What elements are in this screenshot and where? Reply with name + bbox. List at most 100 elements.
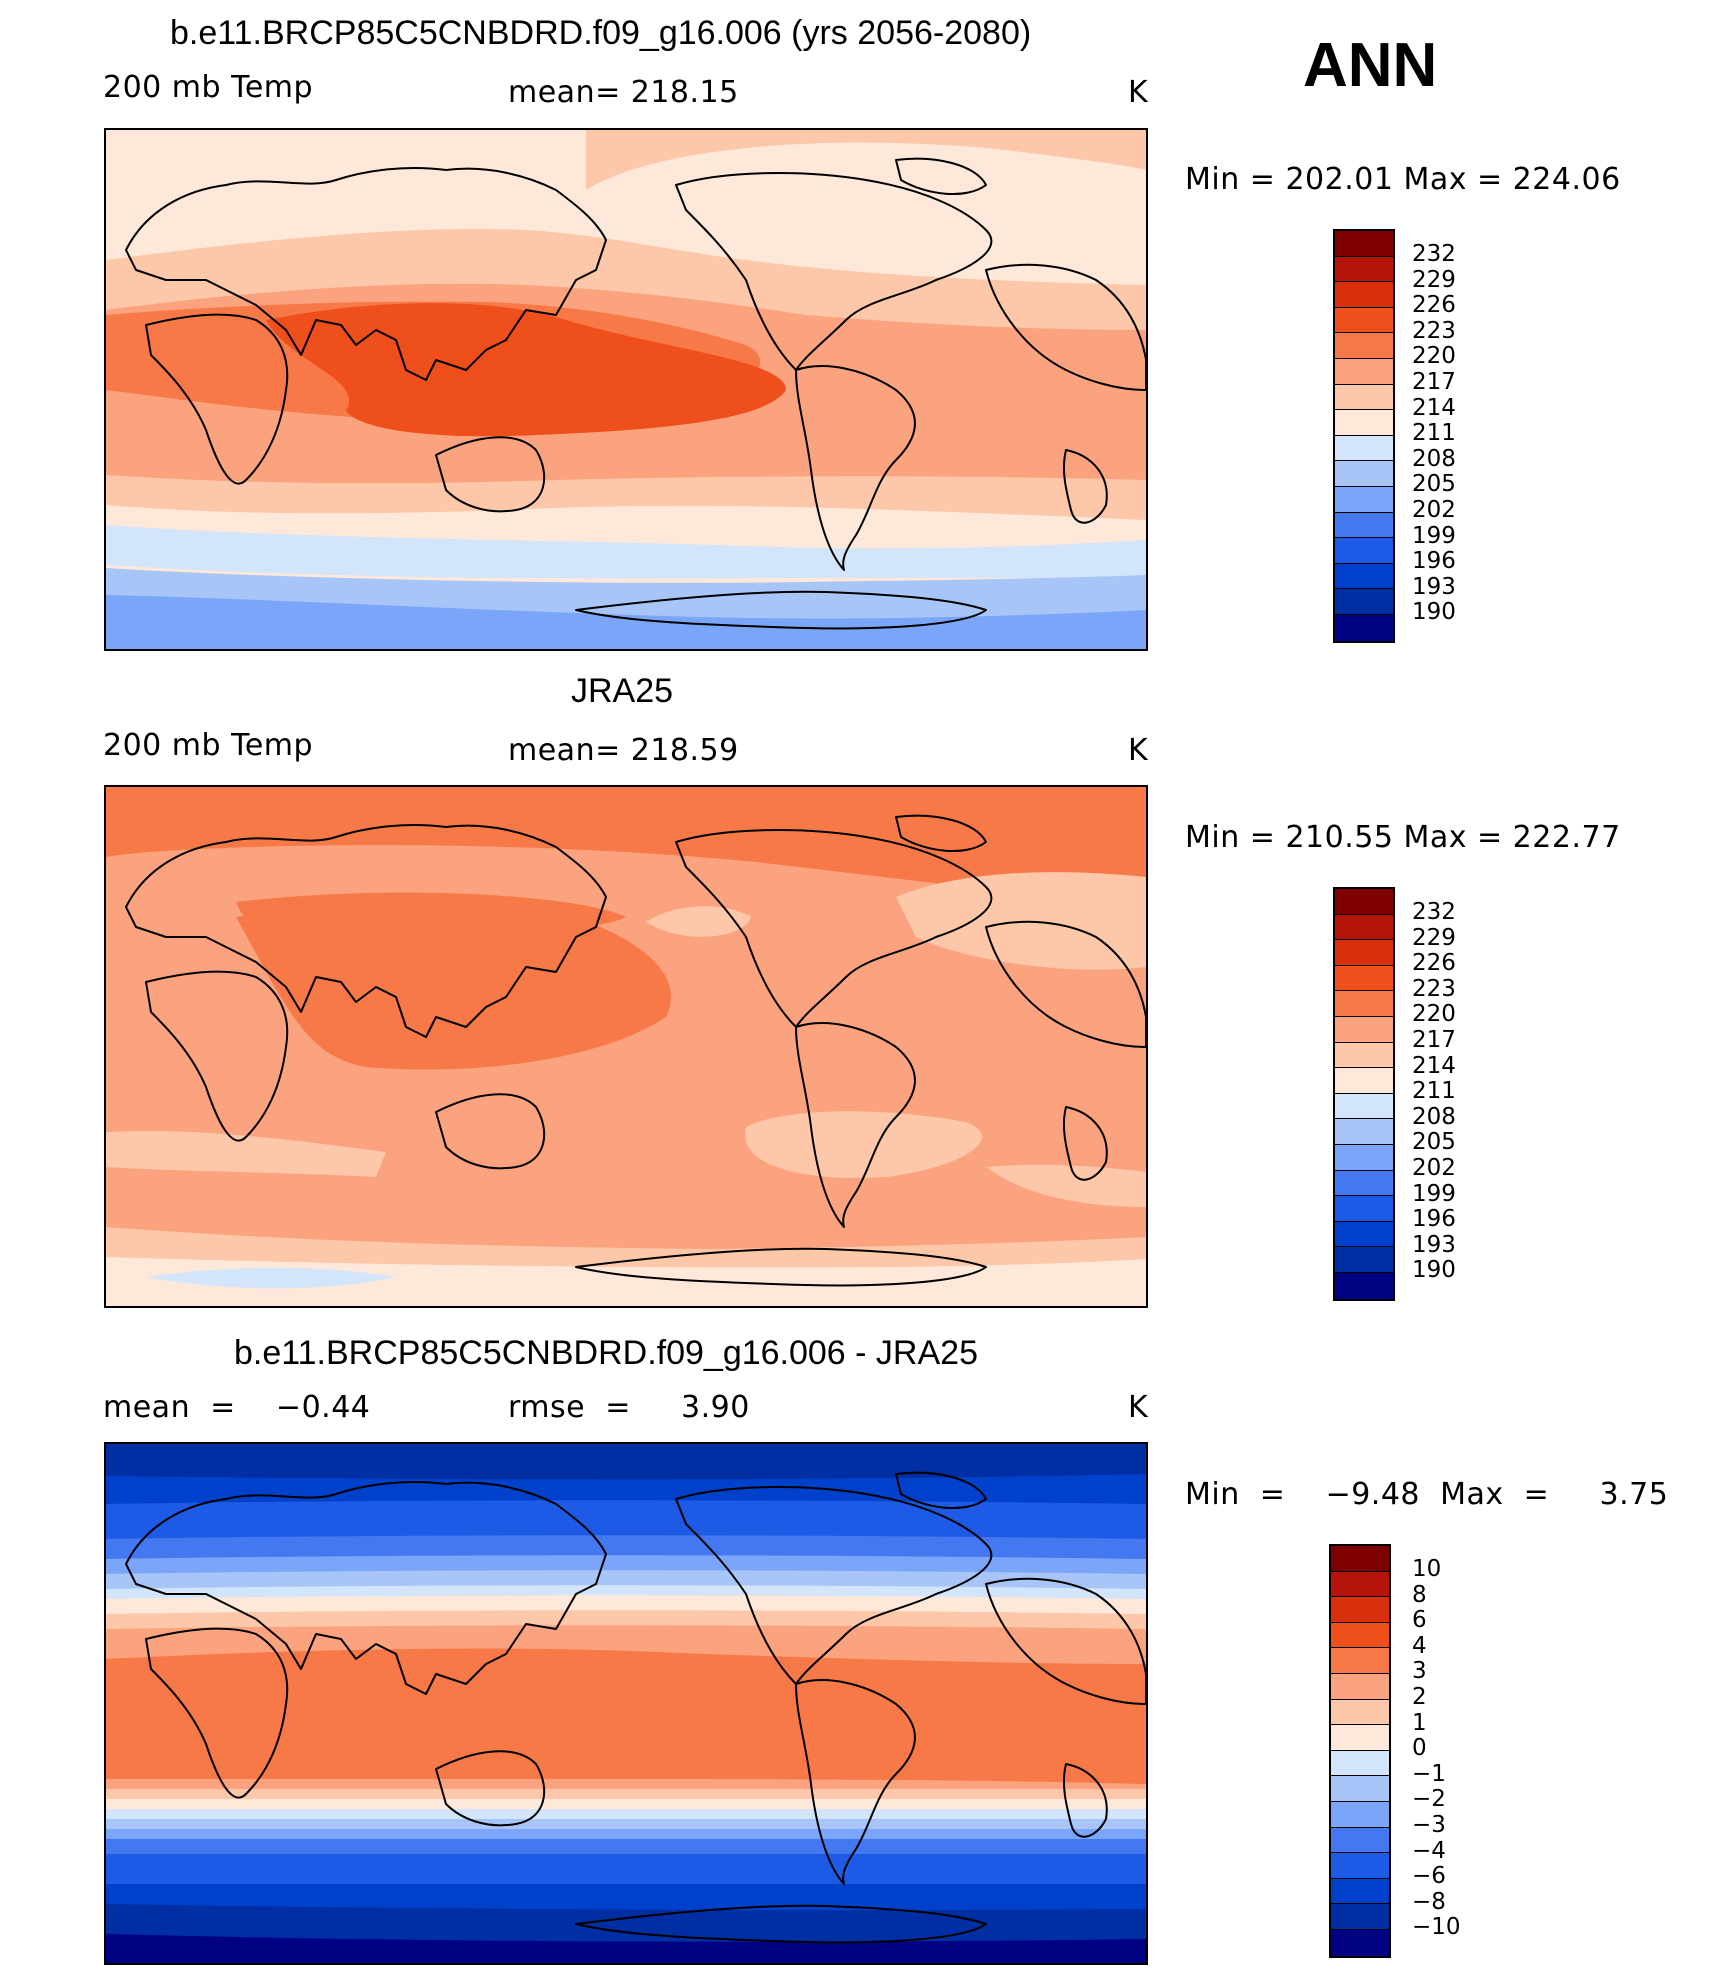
- field-band: [106, 787, 1146, 907]
- panel-3-rmse-label: rmse = 3.90: [508, 1390, 750, 1425]
- colorbar-box: [1331, 1648, 1389, 1674]
- colorbar-tick-label: 196: [1412, 1206, 1456, 1233]
- field-band: [745, 1111, 982, 1178]
- colorbar-box: [1335, 307, 1393, 334]
- panel-3-colorbar-labels: 10 8 6 4 3 2 1 0 −1 −2 −3 −4 −6 −8 −10: [1412, 1556, 1461, 1941]
- colorbar-box: [1335, 486, 1393, 513]
- colorbar-tick-label: 196: [1412, 548, 1456, 575]
- colorbar-tick-label: 202: [1412, 496, 1456, 523]
- colorbar-box: [1331, 1622, 1389, 1649]
- panel-1-colorbar-labels: 232 229 226 223 220 217 214 211 208 205 202 199 196 1…: [1412, 241, 1456, 626]
- panel-1-variable-label: 200 mb Temp: [103, 70, 314, 105]
- colorbar-tick-label: 3: [1412, 1658, 1427, 1685]
- panel-1-mean-label: mean= 218.15: [508, 75, 739, 110]
- colorbar-tick-label: −10: [1412, 1914, 1461, 1941]
- panel-1-units: K: [1128, 75, 1149, 110]
- panel-3-title: b.e11.BRCP85C5CNBDRD.f09_g16.006 - JRA25: [234, 1334, 978, 1372]
- panel-1-colorbar: [1333, 229, 1395, 643]
- colorbar-box: [1335, 563, 1393, 590]
- colorbar-tick-label: 2: [1412, 1683, 1427, 1710]
- colorbar-box: [1335, 384, 1393, 411]
- colorbar-box: [1331, 1725, 1389, 1751]
- colorbar-tick-label: 193: [1412, 573, 1456, 600]
- panel-2-colorbar-labels: 232 229 226 223 220 217 214 211 208 205 202 199 196 1…: [1412, 899, 1456, 1284]
- colorbar-tick-label: 205: [1412, 471, 1456, 498]
- colorbar-box: [1335, 410, 1393, 436]
- panel-3-mean-label: mean = −0.44: [103, 1390, 371, 1425]
- colorbar-box: [1331, 1776, 1389, 1802]
- panel-3-units: K: [1128, 1390, 1149, 1425]
- colorbar-tick-label: −4: [1412, 1837, 1446, 1864]
- colorbar-tick-label: 190: [1412, 599, 1456, 626]
- colorbar-box: [1331, 1673, 1389, 1700]
- colorbar-tick-label: 4: [1412, 1632, 1427, 1659]
- colorbar-tick-label: 229: [1412, 266, 1456, 293]
- colorbar-box: [1331, 1571, 1389, 1598]
- colorbar-tick-label: 229: [1412, 924, 1456, 951]
- field-band: [106, 1444, 1146, 1480]
- colorbar-box: [1335, 282, 1393, 308]
- colorbar-tick-label: 0: [1412, 1735, 1427, 1762]
- colorbar-tick-label: 214: [1412, 394, 1456, 421]
- colorbar-box: [1335, 435, 1393, 462]
- panel-2-variable-label: 200 mb Temp: [103, 728, 314, 763]
- panel-3-minmax: Min = −9.48 Max = 3.75: [1185, 1477, 1669, 1512]
- colorbar-tick-label: 1: [1412, 1709, 1427, 1736]
- colorbar-box: [1335, 1042, 1393, 1069]
- colorbar-tick-label: 214: [1412, 1052, 1456, 1079]
- coastlines: [125, 814, 1146, 1287]
- colorbar-tick-label: 208: [1412, 445, 1456, 472]
- colorbar-box: [1335, 1272, 1393, 1299]
- field-band: [236, 898, 671, 1070]
- colorbar-box: [1335, 1196, 1393, 1222]
- panel-1-title: b.e11.BRCP85C5CNBDRD.f09_g16.006 (yrs 20…: [170, 14, 1032, 52]
- colorbar-box: [1335, 231, 1393, 257]
- colorbar-tick-label: 10: [1412, 1556, 1442, 1582]
- panel-2-units: K: [1128, 733, 1149, 768]
- colorbar-box: [1331, 1546, 1389, 1572]
- colorbar-box: [1335, 256, 1393, 283]
- panel-2-colorbar: [1333, 887, 1395, 1301]
- coastlines: [125, 1471, 1146, 1944]
- colorbar-box: [1331, 1597, 1389, 1623]
- field-band: [266, 303, 786, 437]
- colorbar-tick-label: 199: [1412, 522, 1456, 549]
- panel-2-contour-field: [106, 787, 1146, 1306]
- colorbar-box: [1335, 333, 1393, 359]
- colorbar-box: [1335, 1221, 1393, 1248]
- field-band: [146, 1268, 396, 1289]
- colorbar-tick-label: 199: [1412, 1180, 1456, 1207]
- colorbar-box: [1331, 1929, 1389, 1956]
- colorbar-box: [1335, 512, 1393, 539]
- colorbar-tick-label: 232: [1412, 241, 1456, 267]
- field-band: [106, 1934, 1146, 1963]
- colorbar-box: [1331, 1904, 1389, 1930]
- field-band: [106, 130, 1146, 244]
- colorbar-box: [1331, 1878, 1389, 1905]
- field-band: [106, 1648, 1146, 1784]
- panel-2-minmax: Min = 210.55 Max = 222.77: [1185, 820, 1621, 855]
- colorbar-box: [1331, 1750, 1389, 1777]
- colorbar-tick-label: 8: [1412, 1581, 1427, 1608]
- colorbar-tick-label: 217: [1412, 1026, 1456, 1053]
- colorbar-tick-label: 211: [1412, 420, 1456, 447]
- panel-1-contour-field: [106, 130, 1146, 649]
- colorbar-box: [1335, 1119, 1393, 1145]
- colorbar-tick-label: 193: [1412, 1231, 1456, 1258]
- panel-3-map: [104, 1442, 1148, 1965]
- colorbar-tick-label: 223: [1412, 975, 1456, 1002]
- colorbar-box: [1335, 1170, 1393, 1197]
- colorbar-box: [1335, 614, 1393, 641]
- colorbar-box: [1335, 538, 1393, 564]
- colorbar-box: [1335, 914, 1393, 941]
- panel-2-map: [104, 785, 1148, 1308]
- colorbar-tick-label: −8: [1412, 1888, 1446, 1915]
- colorbar-tick-label: 208: [1412, 1103, 1456, 1130]
- coastlines: [125, 157, 1146, 630]
- field-band: [106, 595, 1146, 649]
- field-band: [106, 525, 1146, 580]
- colorbar-tick-label: 223: [1412, 317, 1456, 344]
- panel-2-title: JRA25: [571, 672, 674, 710]
- colorbar-box: [1331, 1827, 1389, 1854]
- field-band: [106, 1131, 386, 1177]
